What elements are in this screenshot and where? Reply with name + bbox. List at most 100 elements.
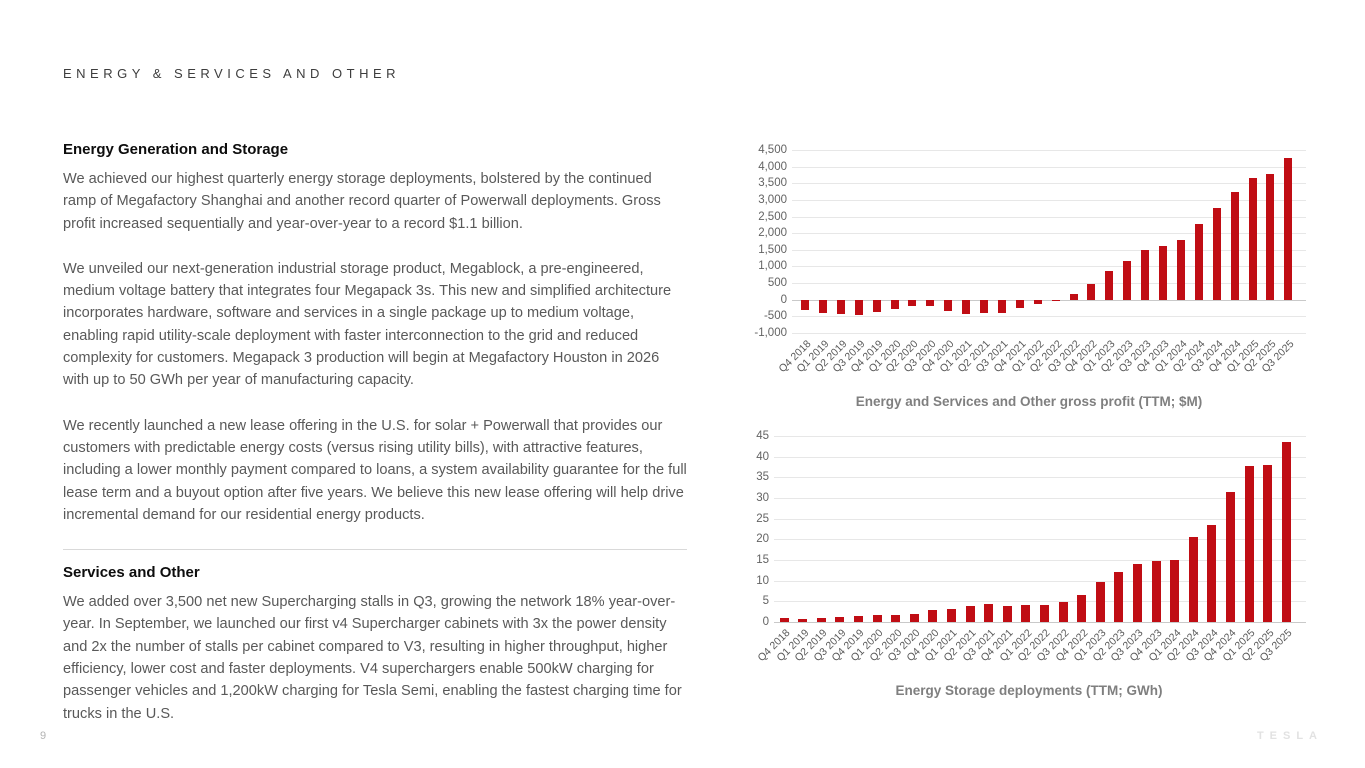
bar [1244,465,1254,622]
bar [1015,299,1024,309]
y-tick-label: 1,500 [758,243,787,256]
bar [1095,582,1105,622]
bar [997,299,1006,314]
bar [836,299,845,315]
gridline [792,216,1306,218]
bar [890,299,899,309]
y-tick-label: 5 [762,595,769,608]
y-tick-label: 3,000 [758,193,787,206]
page-number: 9 [40,730,47,742]
bar [944,299,953,312]
gridline [792,266,1306,268]
bar [853,615,863,622]
bar [1033,299,1042,305]
gross-profit-plot-area: 4,500 4,000 3,500 3,000 2,500 2,000 1,500 1,000… [748,144,1310,339]
text-column: Energy Generation and Storage We achieve… [63,140,687,748]
bar [1123,261,1132,300]
y-tick-label: 1,000 [758,260,787,273]
tesla-logo: TESLA [1256,730,1323,742]
y-tick-label: 2,000 [758,227,787,240]
gridline [774,539,1306,541]
bar [1132,564,1142,622]
bar [1225,492,1235,622]
zero-axis-line [774,622,1306,623]
bar [984,603,994,622]
gridline [792,150,1306,151]
bar [1284,158,1293,300]
bar [1248,177,1257,300]
bar [1170,560,1180,622]
bar [1212,208,1221,300]
y-tick-label: 35 [756,471,769,484]
bar [818,299,827,314]
y-tick-label: -500 [763,310,787,323]
bar [891,615,901,622]
gridline [792,166,1306,168]
storage-deployments-plot-area: 45 40 35 30 25 20 15 10 5 0 [748,430,1310,628]
gross-profit-chart-title: Energy and Services and Other gross prof… [855,394,1203,409]
bar [1194,224,1203,300]
page-title: ENERGY & SERVICES AND OTHER [63,66,401,81]
storage-deployments-chart-title: Energy Storage deployments (TTM; GWh) [895,683,1163,698]
y-tick-label: -1,000 [754,327,787,339]
y-tick-label: 40 [756,450,769,463]
y-tick-label: 20 [756,533,769,546]
bar [926,299,935,307]
section-heading-services-and-other: Services and Other [63,564,200,582]
bar [1114,571,1124,622]
bar [1230,191,1239,300]
gridline [792,183,1306,185]
bar [1176,240,1185,300]
bar [1159,245,1167,300]
gridline [792,316,1306,318]
gridline [774,436,1306,437]
bar [1058,601,1068,622]
y-tick-label: 4,500 [758,144,787,156]
paragraph-megablock: We unveiled our next-generation industri… [63,260,672,389]
gridline [774,580,1306,582]
y-tick-label: 2,500 [758,210,787,223]
bar [801,299,809,310]
gridline [774,560,1306,561]
y-tick-label: 4,000 [758,160,787,173]
bar [872,615,882,622]
gridline [792,199,1306,201]
bar [908,299,917,307]
gridline [792,283,1306,285]
bar [946,609,956,622]
bar [1281,442,1291,622]
bar [1087,284,1096,300]
paragraph-supercharging: We added over 3,500 net new Superchargin… [63,594,682,722]
bar [928,610,938,622]
section-heading-energy-generation-and-storage: Energy Generation and Storage [63,141,289,158]
paragraph-lease-offering: We recently launched a new lease offerin… [63,417,687,523]
bar [872,299,881,312]
gridline [774,498,1306,499]
zero-axis-line [792,299,1306,301]
bar [1051,299,1060,301]
gridline [792,333,1306,334]
bar [1077,595,1087,622]
bar [962,299,971,315]
bar [1263,464,1273,622]
y-tick-label: 30 [756,492,769,504]
bar [1188,536,1198,622]
gridline [774,518,1306,520]
gross-profit-chart: 4,500 4,000 3,500 3,000 2,500 2,000 1,500 1,000… [748,143,1310,409]
bar [909,614,919,622]
y-tick-label: 45 [756,430,769,442]
bar [835,617,845,622]
bar [1266,174,1275,300]
bar [1021,604,1031,622]
bar [1002,605,1012,622]
gridline [774,477,1306,479]
gridline [792,233,1306,235]
gross-profit-x-axis: Q4 2018 Q1 2019 Q2 2019 Q3 2019 Q4 2019 Q1 20… [748,333,1310,389]
bar [816,617,826,622]
section-divider [63,549,687,551]
y-tick-label: 10 [756,574,769,587]
bar [1151,561,1161,622]
storage-deployments-x-axis: Q4 2018 Q1 2019 Q2 2019 Q3 2019 Q4 2019 Q1 20… [748,622,1310,678]
bar [1105,270,1114,300]
